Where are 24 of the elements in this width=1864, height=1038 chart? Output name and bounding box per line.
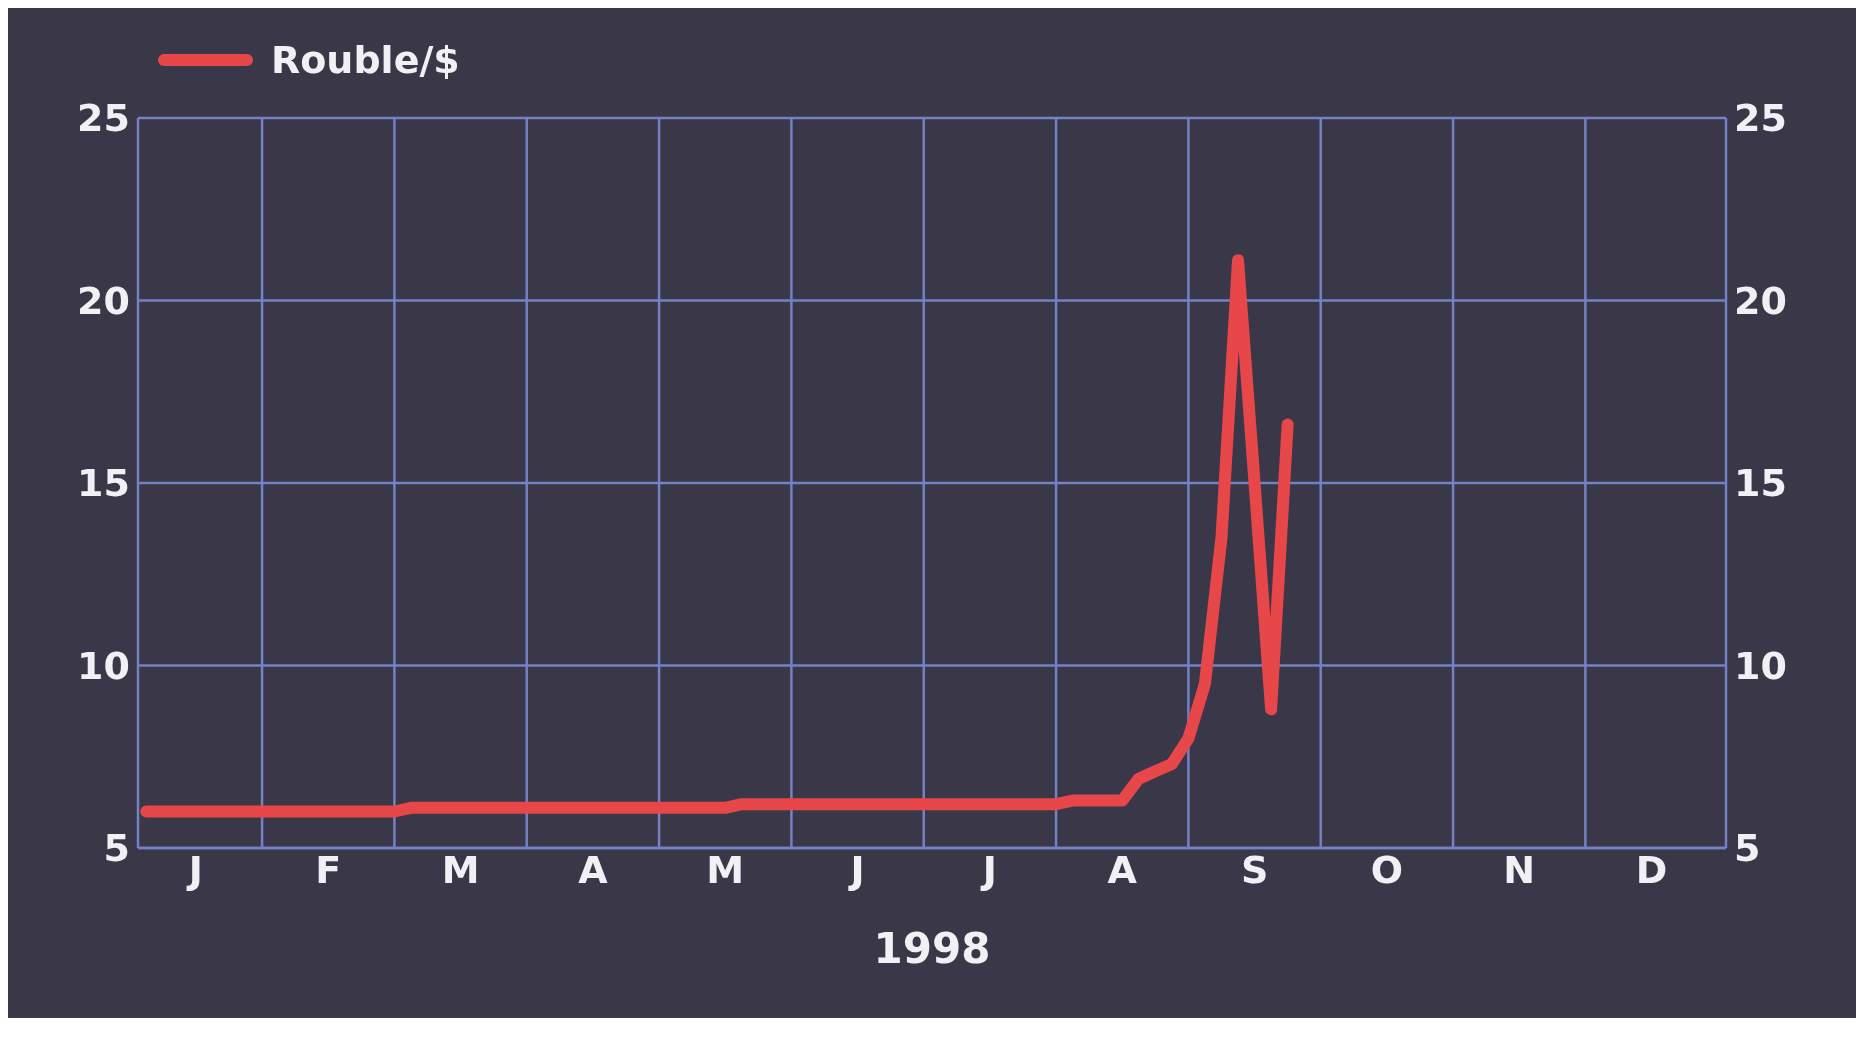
y-tick-label: 20	[77, 278, 130, 323]
x-tick-label: J	[185, 847, 203, 892]
x-tick-label: S	[1240, 847, 1269, 892]
x-tick-label: M	[441, 847, 480, 892]
x-axis-title: 1998	[873, 924, 991, 973]
y2-tick-label: 5	[1734, 826, 1761, 871]
x-tick-label: A	[578, 847, 609, 892]
x-tick-label: M	[706, 847, 745, 892]
y2-tick-label: 25	[1734, 96, 1787, 141]
y2-tick-label: 15	[1734, 461, 1787, 506]
y2-tick-label: 10	[1734, 643, 1787, 688]
x-tick-label: A	[1107, 847, 1138, 892]
legend-label: Rouble/$	[271, 38, 460, 82]
x-tick-label: O	[1370, 847, 1404, 892]
x-tick-label: D	[1635, 847, 1668, 892]
x-tick-label: J	[847, 847, 865, 892]
x-tick-label: F	[315, 847, 342, 892]
y-tick-label: 25	[77, 96, 130, 141]
y-tick-label: 10	[77, 643, 130, 688]
y2-tick-label: 20	[1734, 278, 1787, 323]
y-tick-label: 15	[77, 461, 130, 506]
x-tick-label: J	[979, 847, 997, 892]
x-tick-label: N	[1503, 847, 1536, 892]
y-tick-label: 5	[103, 826, 130, 871]
